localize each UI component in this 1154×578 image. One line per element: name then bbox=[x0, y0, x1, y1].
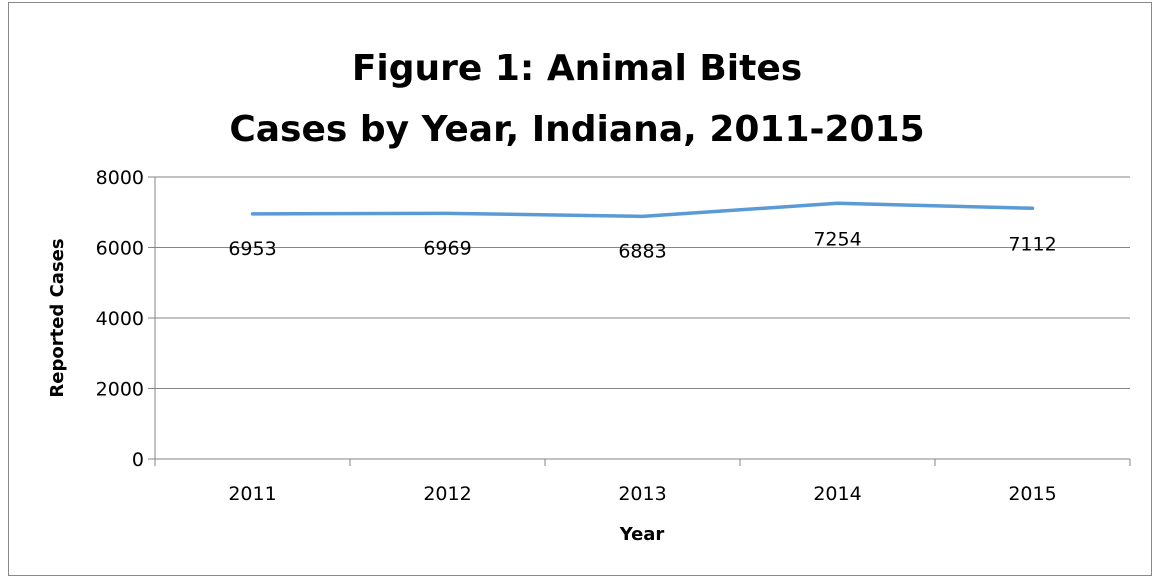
chart-frame bbox=[8, 2, 1152, 576]
y-tick-label: 8000 bbox=[96, 167, 144, 189]
x-tick-label: 2012 bbox=[423, 483, 471, 505]
x-tick-labels: 2011 2012 2013 2014 2015 bbox=[228, 483, 1056, 505]
y-axis-title: Reported Cases bbox=[47, 238, 68, 397]
data-labels: 6953 6969 6883 7254 7112 bbox=[228, 228, 1056, 262]
series-layer bbox=[250, 201, 1035, 219]
data-label: 7254 bbox=[813, 228, 861, 250]
x-axis-title: Year bbox=[619, 524, 665, 545]
chart-title-line-2: Cases by Year, Indiana, 2011-2015 bbox=[229, 109, 925, 150]
gridlines bbox=[155, 176, 1130, 389]
x-tick-label: 2011 bbox=[228, 483, 276, 505]
data-label: 7112 bbox=[1008, 233, 1056, 255]
y-tick-labels: 0 2000 4000 6000 8000 bbox=[96, 167, 144, 471]
x-tick-label: 2015 bbox=[1008, 483, 1056, 505]
data-label: 6969 bbox=[423, 237, 471, 259]
series-line bbox=[250, 201, 1035, 219]
data-label: 6883 bbox=[618, 240, 666, 262]
data-label: 6953 bbox=[228, 238, 276, 260]
y-tick-label: 2000 bbox=[96, 379, 144, 401]
chart-title-line-1: Figure 1: Animal Bites bbox=[351, 48, 803, 89]
y-tick-label: 4000 bbox=[96, 308, 144, 330]
x-tick-label: 2013 bbox=[618, 483, 666, 505]
chart-title: Figure 1: Animal Bites Cases by Year, In… bbox=[0, 38, 1154, 160]
x-tick-label: 2014 bbox=[813, 483, 861, 505]
y-tick-label: 6000 bbox=[96, 238, 144, 260]
axes bbox=[148, 176, 1131, 466]
y-tick-label: 0 bbox=[132, 449, 144, 471]
